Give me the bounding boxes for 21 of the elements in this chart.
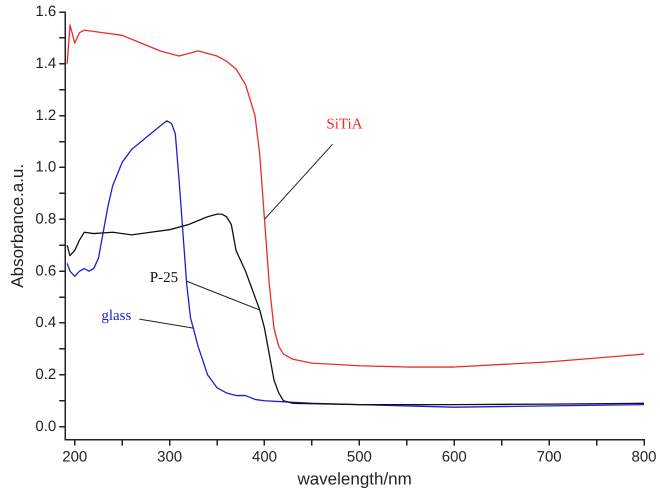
y-tick-label: 1.6 <box>35 3 56 20</box>
y-tick-label: 0.6 <box>35 262 56 280</box>
y-tick-label: 1.2 <box>35 106 56 124</box>
y-tick-label: 1.0 <box>35 158 56 176</box>
x-tick-label: 400 <box>252 448 278 466</box>
text: glass <box>101 308 132 324</box>
text: P-25 <box>150 270 178 286</box>
x-tick-label: 700 <box>536 448 562 466</box>
x-tick-label: 600 <box>442 448 467 466</box>
y-axis-title: Absorbance.a.u. <box>8 164 27 288</box>
y-tick-label: 1.4 <box>35 54 56 72</box>
text: SiTiA <box>326 116 363 132</box>
y-tick-label: 0.8 <box>35 210 56 228</box>
x-tick-label: 800 <box>631 448 657 466</box>
x-tick-label: 300 <box>157 448 182 466</box>
y-tick-label: 0.2 <box>35 366 56 383</box>
x-axis-title: wavelength/nm <box>296 469 412 488</box>
x-tick-label: 200 <box>62 448 88 466</box>
x-tick-label: 500 <box>346 448 372 466</box>
y-tick-label: 0.4 <box>35 314 56 332</box>
y-tick-label: 0.0 <box>35 418 56 435</box>
